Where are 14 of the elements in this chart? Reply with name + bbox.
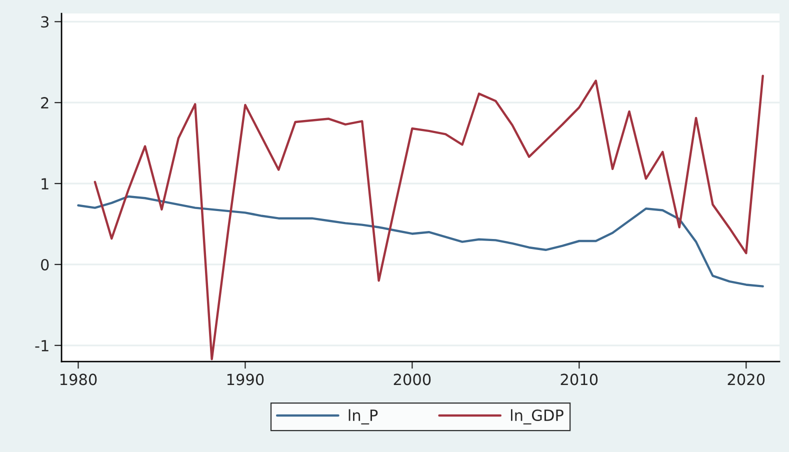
x-tick-label: 1980 xyxy=(60,374,97,386)
y-tick-label: 0 xyxy=(41,258,49,270)
y-tick-label: 2 xyxy=(41,97,48,108)
y-tick-label: 1 xyxy=(42,178,48,190)
y-tick-label: -1 xyxy=(35,340,48,352)
line-series xyxy=(94,74,764,360)
x-tick-label: 1990 xyxy=(227,374,264,386)
legend-label: ln_GDP xyxy=(511,409,564,424)
x-tick-label: 2010 xyxy=(560,374,598,386)
x-tick-label: 2000 xyxy=(394,374,431,386)
legend-label: ln_P xyxy=(348,409,378,424)
x-tick-label: 2020 xyxy=(728,374,765,386)
line-series xyxy=(77,195,764,288)
y-tick-label: 3 xyxy=(41,16,49,28)
